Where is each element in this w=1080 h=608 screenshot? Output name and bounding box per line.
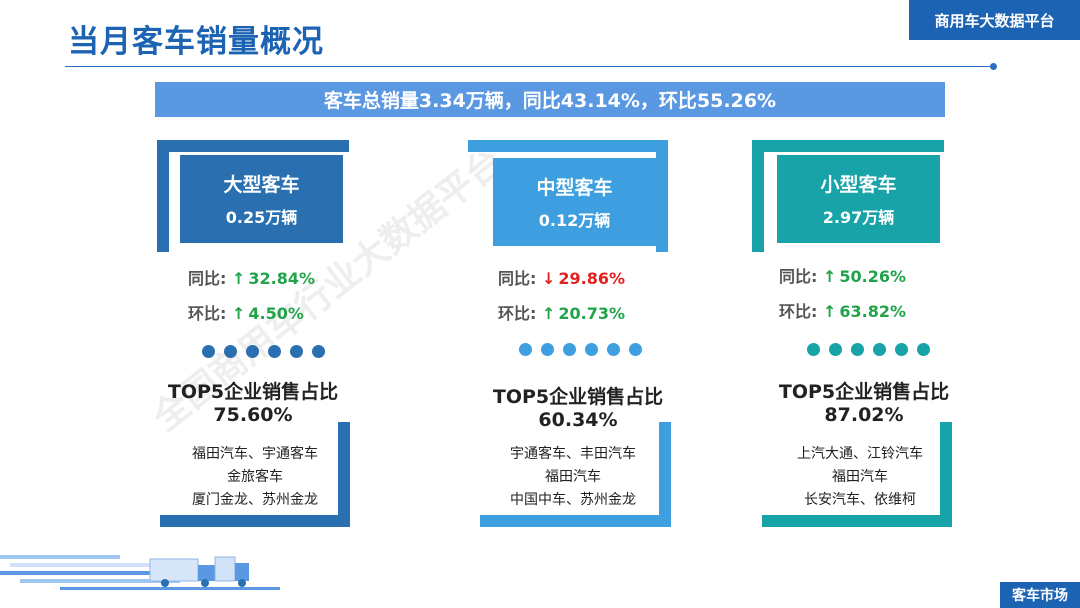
mom-value: 4.50% [248, 304, 304, 323]
mom-label: 环比: [498, 304, 537, 323]
speed-lines [0, 555, 280, 590]
dot [851, 343, 864, 356]
company-line: 宇通客车、丰田汽车 [510, 446, 636, 462]
list-bracket-small [762, 422, 952, 527]
platform-label: 商用车大数据平台 [909, 0, 1080, 40]
dot [202, 345, 215, 358]
arrow-up-icon: ↑ [231, 304, 246, 323]
company-line: 福田汽车、宇通客车 [192, 446, 318, 462]
truck-shape [149, 556, 249, 587]
mom-value: 20.73% [558, 304, 626, 323]
card-bracket-small [752, 140, 944, 252]
segment-card-large: 大型客车 0.25万辆 [180, 155, 343, 243]
segment-name: 中型客车 [536, 177, 613, 199]
dot [224, 345, 237, 358]
company-list-medium: 宇通客车、丰田汽车 福田汽车 中国中车、苏州金龙 [463, 443, 683, 512]
top5-share-small: TOP5企业销售占比 87.02% [744, 377, 984, 426]
yoy-stat-small: 同比: ↑ 50.26% [779, 263, 906, 287]
company-line: 厦门金龙、苏州金龙 [192, 492, 318, 508]
page-title: 当月客车销量概况 [68, 24, 324, 60]
dot [246, 345, 259, 358]
company-line: 长安汽车、依维柯 [804, 492, 916, 508]
mom-value: 63.82% [839, 302, 907, 321]
mom-stat-small: 环比: ↑ 63.82% [779, 298, 906, 322]
arrow-up-icon: ↑ [822, 267, 837, 286]
dot [607, 343, 620, 356]
summary-banner: 客车总销量3.34万辆，同比43.14%，环比55.26% [155, 82, 945, 117]
top5-label: TOP5企业销售占比 [778, 381, 950, 403]
dot-divider-medium [519, 343, 642, 356]
title-divider-dot [990, 63, 997, 70]
dot [629, 343, 642, 356]
top5-share-large: TOP5企业销售占比 75.60% [133, 377, 373, 426]
dot [312, 345, 325, 358]
dot [563, 343, 576, 356]
segment-volume: 0.25万辆 [225, 208, 298, 227]
truck-illustration-icon [0, 555, 280, 590]
segment-volume: 0.12万辆 [538, 211, 611, 230]
card-bracket-large [157, 140, 349, 252]
yoy-stat-large: 同比: ↑ 32.84% [188, 265, 315, 289]
company-line: 福田汽车 [545, 469, 601, 485]
card-bracket-medium [468, 140, 668, 252]
top5-percent: 60.34% [538, 409, 618, 431]
yoy-value: 50.26% [839, 267, 907, 286]
dot [519, 343, 532, 356]
segment-card-small: 小型客车 2.97万辆 [777, 155, 940, 243]
top5-percent: 75.60% [213, 404, 293, 426]
dot [873, 343, 886, 356]
yoy-value: 32.84% [248, 269, 316, 288]
dot [268, 345, 281, 358]
segment-name: 小型客车 [820, 174, 897, 196]
segment-name: 大型客车 [223, 174, 300, 196]
arrow-up-icon: ↑ [231, 269, 246, 288]
dot [895, 343, 908, 356]
dot [829, 343, 842, 356]
company-line: 金旅客车 [227, 469, 283, 485]
company-line: 福田汽车 [832, 469, 888, 485]
yoy-label: 同比: [498, 269, 537, 288]
mom-stat-medium: 环比: ↑ 20.73% [498, 300, 625, 324]
top5-percent: 87.02% [824, 404, 904, 426]
company-list-small: 上汽大通、江铃汽车 福田汽车 长安汽车、依维柯 [750, 443, 970, 512]
company-line: 中国中车、苏州金龙 [510, 492, 636, 508]
dot [541, 343, 554, 356]
title-divider [65, 66, 995, 67]
dot [807, 343, 820, 356]
top5-label: TOP5企业销售占比 [167, 381, 339, 403]
footer-section-tag: 客车市场 [1000, 582, 1080, 608]
segment-card-medium: 中型客车 0.12万辆 [493, 158, 656, 246]
dot [917, 343, 930, 356]
dot [585, 343, 598, 356]
company-line: 上汽大通、江铃汽车 [797, 446, 923, 462]
dot-divider-large [202, 345, 325, 358]
mom-label: 环比: [779, 302, 818, 321]
top5-share-medium: TOP5企业销售占比 60.34% [458, 382, 698, 431]
dot-divider-small [807, 343, 930, 356]
yoy-label: 同比: [188, 269, 227, 288]
arrow-up-icon: ↑ [822, 302, 837, 321]
yoy-stat-medium: 同比: ↓ 29.86% [498, 265, 625, 289]
list-bracket-medium [480, 422, 671, 527]
top5-label: TOP5企业销售占比 [492, 386, 664, 408]
mom-label: 环比: [188, 304, 227, 323]
segment-volume: 2.97万辆 [822, 208, 895, 227]
arrow-down-icon: ↓ [541, 269, 556, 288]
mom-stat-large: 环比: ↑ 4.50% [188, 300, 304, 324]
list-bracket-large [160, 422, 350, 527]
arrow-up-icon: ↑ [541, 304, 556, 323]
company-list-large: 福田汽车、宇通客车 金旅客车 厦门金龙、苏州金龙 [145, 443, 365, 512]
dot [290, 345, 303, 358]
yoy-label: 同比: [779, 267, 818, 286]
yoy-value: 29.86% [558, 269, 626, 288]
